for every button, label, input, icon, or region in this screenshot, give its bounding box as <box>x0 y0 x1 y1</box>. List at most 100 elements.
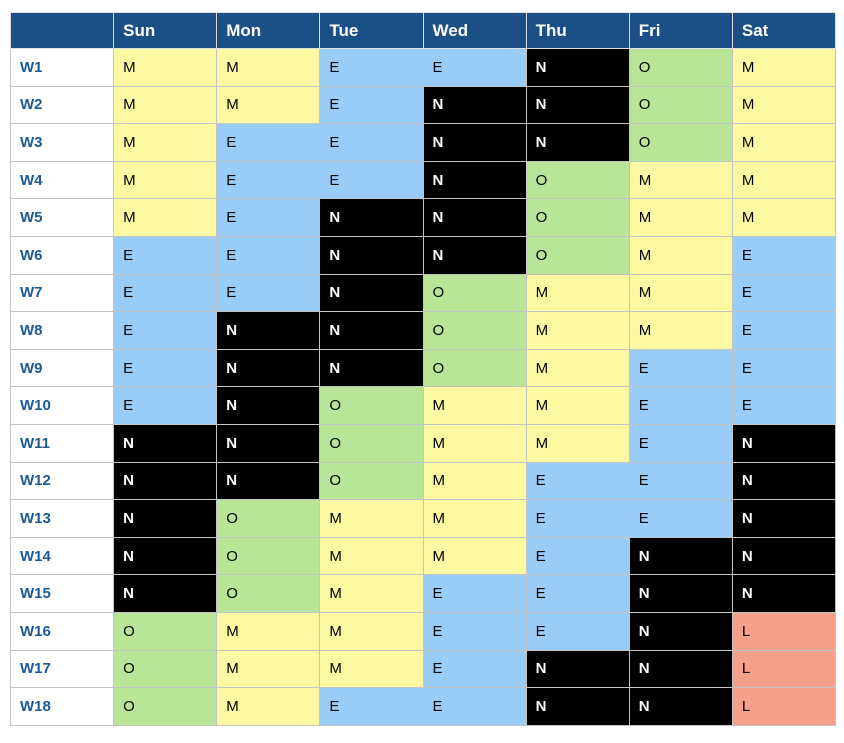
shift-cell: O <box>422 348 527 388</box>
shift-cell: E <box>216 123 321 162</box>
shift-cell: N <box>731 574 837 613</box>
shift-cell: E <box>525 499 630 538</box>
shift-cell: N <box>422 85 527 125</box>
shift-cell: N <box>525 85 630 125</box>
shift-cell: E <box>731 386 837 425</box>
shift-cell: E <box>113 273 218 313</box>
week-label: W14 <box>9 536 115 576</box>
shift-cell: N <box>216 386 321 425</box>
shift-cell: N <box>113 574 218 613</box>
shift-cell: E <box>216 235 321 275</box>
shift-cell: N <box>216 311 321 350</box>
shift-cell: M <box>216 611 321 651</box>
shift-cell: E <box>525 461 630 501</box>
shift-cell: N <box>319 198 424 237</box>
shift-cell: M <box>113 123 218 162</box>
shift-cell: M <box>319 649 424 689</box>
shift-cell: M <box>731 198 837 237</box>
week-row: W13 N O M M E E N <box>9 499 837 538</box>
shift-cell: N <box>216 423 321 463</box>
shift-cell: M <box>731 123 837 162</box>
shift-cell: O <box>319 461 424 501</box>
week-label: W15 <box>9 574 115 613</box>
week-row: W2 M M E N N O M <box>9 85 837 125</box>
shift-cell: E <box>628 423 733 463</box>
day-header: Fri <box>628 12 733 49</box>
shift-cell: N <box>525 48 630 87</box>
shift-cell: N <box>422 235 527 275</box>
shift-cell: E <box>216 160 321 200</box>
shift-cell: M <box>525 423 630 463</box>
week-label: W12 <box>9 461 115 501</box>
week-label: W1 <box>9 48 115 87</box>
shift-cell: L <box>731 687 837 726</box>
shift-cell: E <box>731 273 837 313</box>
shift-cell: E <box>216 273 321 313</box>
header-row: Sun Mon Tue Wed Thu Fri Sat <box>9 12 837 49</box>
week-label: W6 <box>9 235 115 275</box>
shift-cell: E <box>319 687 424 726</box>
shift-cell: E <box>113 311 218 350</box>
shift-cell: N <box>113 461 218 501</box>
shift-cell: E <box>731 235 837 275</box>
shift-cell: M <box>319 536 424 576</box>
shift-cell: N <box>525 687 630 726</box>
shift-cell: E <box>113 235 218 275</box>
table-body: W1 M M E E N O M W2 M M E N N O M W3 M E E N N O M W4 M E E N O M M W5 M E… <box>9 48 837 726</box>
shift-cell: E <box>628 499 733 538</box>
shift-cell: M <box>525 348 630 388</box>
shift-cell: O <box>216 499 321 538</box>
week-row: W7 E E N O M M E <box>9 273 837 313</box>
shift-cell: N <box>113 423 218 463</box>
shift-cell: M <box>422 461 527 501</box>
shift-cell: E <box>422 611 527 651</box>
shift-cell: M <box>113 160 218 200</box>
week-row: W1 M M E E N O M <box>9 48 837 87</box>
week-label: W2 <box>9 85 115 125</box>
schedule-table: Sun Mon Tue Wed Thu Fri Sat W1 M M E E N O M W2 M M E N N O M… <box>9 12 837 726</box>
week-label: W16 <box>9 611 115 651</box>
week-label: W5 <box>9 198 115 237</box>
week-row: W10 E N O M M E E <box>9 386 837 425</box>
shift-cell: E <box>113 348 218 388</box>
shift-cell: E <box>422 649 527 689</box>
corner <box>9 12 115 49</box>
shift-cell: N <box>319 273 424 313</box>
shift-cell: N <box>525 649 630 689</box>
shift-cell: O <box>319 386 424 425</box>
shift-cell: M <box>319 611 424 651</box>
shift-cell: O <box>628 123 733 162</box>
shift-cell: M <box>525 273 630 313</box>
shift-cell: O <box>525 235 630 275</box>
shift-cell: E <box>422 687 527 726</box>
shift-cell: M <box>628 198 733 237</box>
week-label: W8 <box>9 311 115 350</box>
week-row: W16 O M M E E N L <box>9 611 837 651</box>
shift-cell: E <box>525 536 630 576</box>
week-row: W15 N O M E E N N <box>9 574 837 613</box>
shift-cell: M <box>525 311 630 350</box>
shift-cell: O <box>113 687 218 726</box>
shift-cell: N <box>628 649 733 689</box>
shift-cell: N <box>628 611 733 651</box>
shift-cell: N <box>628 536 733 576</box>
week-label: W7 <box>9 273 115 313</box>
shift-cell: E <box>628 461 733 501</box>
shift-cell: O <box>422 311 527 350</box>
week-label: W9 <box>9 348 115 388</box>
shift-cell: E <box>628 386 733 425</box>
shift-cell: N <box>731 423 837 463</box>
shift-cell: L <box>731 649 837 689</box>
week-row: W6 E E N N O M E <box>9 235 837 275</box>
shift-cell: N <box>731 536 837 576</box>
shift-cell: L <box>731 611 837 651</box>
day-header: Mon <box>216 12 321 49</box>
shift-cell: M <box>113 85 218 125</box>
shift-cell: N <box>525 123 630 162</box>
day-header: Wed <box>422 12 527 49</box>
shift-cell: M <box>628 273 733 313</box>
shift-cell: M <box>216 649 321 689</box>
shift-cell: N <box>628 574 733 613</box>
shift-cell: N <box>113 499 218 538</box>
shift-cell: N <box>422 160 527 200</box>
